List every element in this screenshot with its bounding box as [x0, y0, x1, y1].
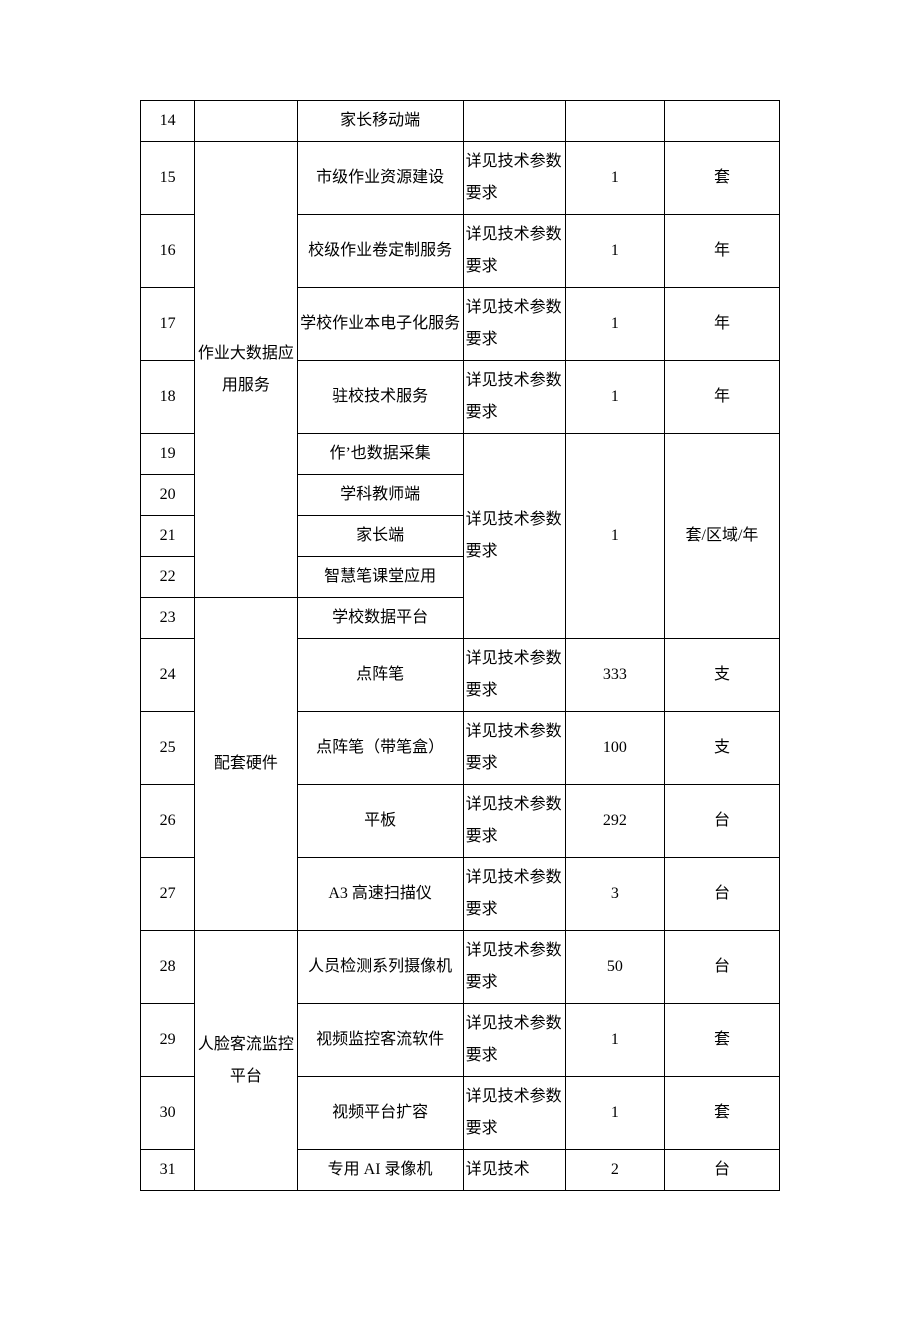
cell-item: 专用 AI 录像机 [297, 1150, 463, 1191]
cell-cat: 作业大数据应用服务 [195, 142, 297, 598]
cell-num: 14 [141, 101, 195, 142]
cell-spec: 详见技术参数要求 [463, 1004, 565, 1077]
cell-num: 18 [141, 361, 195, 434]
cell-spec [463, 101, 565, 142]
cell-unit: 台 [664, 858, 779, 931]
cell-spec: 详见技术 [463, 1150, 565, 1191]
cell-unit: 套 [664, 1077, 779, 1150]
cell-item: 视频平台扩容 [297, 1077, 463, 1150]
cell-unit: 台 [664, 1150, 779, 1191]
cell-item: 智慧笔课堂应用 [297, 557, 463, 598]
table-row: 15 作业大数据应用服务 市级作业资源建设 详见技术参数要求 1 套 [141, 142, 780, 215]
cell-spec: 详见技术参数要求 [463, 639, 565, 712]
cell-unit: 套 [664, 1004, 779, 1077]
cell-spec: 详见技术参数要求 [463, 785, 565, 858]
cell-item: 市级作业资源建设 [297, 142, 463, 215]
cell-num: 21 [141, 516, 195, 557]
cell-spec: 详见技术参数要求 [463, 858, 565, 931]
cell-spec: 详见技术参数要求 [463, 1077, 565, 1150]
cell-num: 24 [141, 639, 195, 712]
cell-item: 平板 [297, 785, 463, 858]
cell-num: 15 [141, 142, 195, 215]
cell-item: 点阵笔 [297, 639, 463, 712]
cell-item: 学校作业本电子化服务 [297, 288, 463, 361]
cell-spec: 详见技术参数要求 [463, 712, 565, 785]
cell-item: 人员检测系列摄像机 [297, 931, 463, 1004]
cell-qty: 50 [565, 931, 664, 1004]
cell-spec: 详见技术参数要求 [463, 931, 565, 1004]
cell-num: 16 [141, 215, 195, 288]
cell-num: 19 [141, 434, 195, 475]
cell-unit: 台 [664, 931, 779, 1004]
cell-num: 26 [141, 785, 195, 858]
cell-num: 22 [141, 557, 195, 598]
cell-item: 点阵笔（带笔盒） [297, 712, 463, 785]
cell-qty: 1 [565, 434, 664, 639]
cell-qty: 1 [565, 1004, 664, 1077]
cell-unit: 年 [664, 215, 779, 288]
cell-unit: 台 [664, 785, 779, 858]
cell-unit: 年 [664, 288, 779, 361]
cell-qty: 2 [565, 1150, 664, 1191]
cell-cat [195, 101, 297, 142]
cell-unit: 套/区域/年 [664, 434, 779, 639]
cell-spec: 详见技术参数要求 [463, 142, 565, 215]
cell-num: 25 [141, 712, 195, 785]
cell-item: 家长移动端 [297, 101, 463, 142]
cell-unit: 支 [664, 712, 779, 785]
cell-qty: 3 [565, 858, 664, 931]
cell-item: 作’也数据采集 [297, 434, 463, 475]
table-row: 14 家长移动端 [141, 101, 780, 142]
cell-unit: 年 [664, 361, 779, 434]
cell-cat: 配套硬件 [195, 598, 297, 931]
spec-table: 14 家长移动端 15 作业大数据应用服务 市级作业资源建设 详见技术参数要求 … [140, 100, 780, 1191]
document-page: 14 家长移动端 15 作业大数据应用服务 市级作业资源建设 详见技术参数要求 … [0, 0, 920, 1321]
cell-qty: 1 [565, 1077, 664, 1150]
cell-qty: 1 [565, 361, 664, 434]
cell-spec: 详见技术参数要求 [463, 361, 565, 434]
cell-spec: 详见技术参数要求 [463, 215, 565, 288]
table-row: 28 人脸客流监控平台 人员检测系列摄像机 详见技术参数要求 50 台 [141, 931, 780, 1004]
cell-num: 20 [141, 475, 195, 516]
cell-qty: 333 [565, 639, 664, 712]
cell-item: 校级作业卷定制服务 [297, 215, 463, 288]
cell-qty: 292 [565, 785, 664, 858]
cell-unit [664, 101, 779, 142]
cell-cat: 人脸客流监控平台 [195, 931, 297, 1191]
cell-item: 家长端 [297, 516, 463, 557]
cell-item: 学校数据平台 [297, 598, 463, 639]
cell-num: 28 [141, 931, 195, 1004]
cell-num: 23 [141, 598, 195, 639]
cell-qty: 1 [565, 215, 664, 288]
cell-spec: 详见技术参数要求 [463, 434, 565, 639]
cell-spec: 详见技术参数要求 [463, 288, 565, 361]
cell-num: 30 [141, 1077, 195, 1150]
cell-num: 27 [141, 858, 195, 931]
cell-item: 学科教师端 [297, 475, 463, 516]
cell-item: A3 高速扫描仪 [297, 858, 463, 931]
cell-qty: 100 [565, 712, 664, 785]
cell-qty: 1 [565, 142, 664, 215]
cell-qty: 1 [565, 288, 664, 361]
cell-item: 驻校技术服务 [297, 361, 463, 434]
cell-num: 17 [141, 288, 195, 361]
cell-unit: 支 [664, 639, 779, 712]
cell-item: 视频监控客流软件 [297, 1004, 463, 1077]
cell-unit: 套 [664, 142, 779, 215]
cell-qty [565, 101, 664, 142]
cell-num: 31 [141, 1150, 195, 1191]
cell-num: 29 [141, 1004, 195, 1077]
